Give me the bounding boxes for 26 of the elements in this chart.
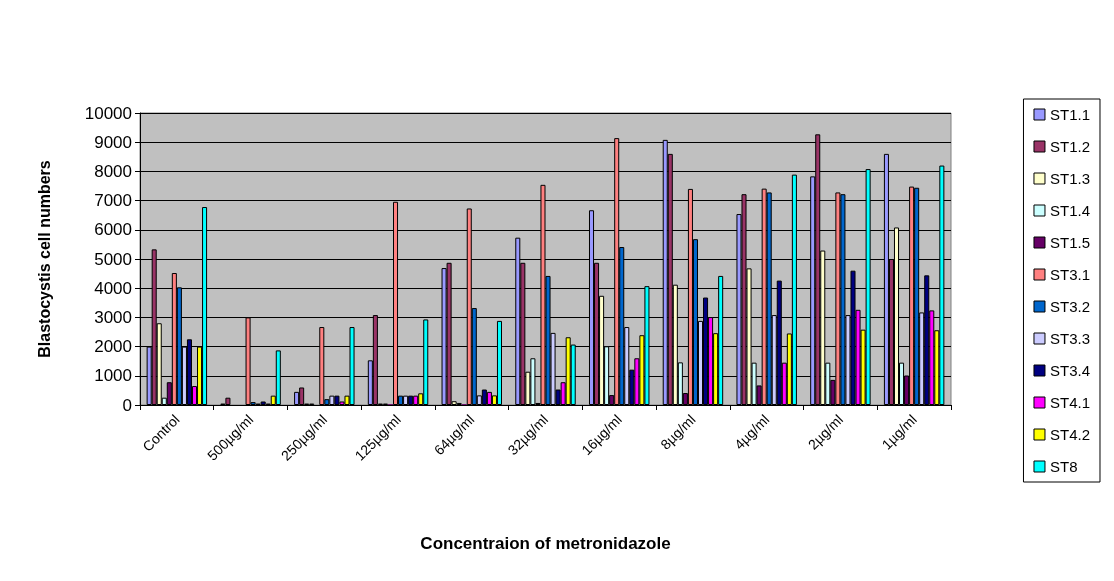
legend-label: ST3.1 xyxy=(1049,266,1091,283)
y-tick-label: 9000 xyxy=(94,132,132,152)
y-tick-label: 1000 xyxy=(94,366,132,386)
legend-label: ST1.4 xyxy=(1049,202,1091,219)
y-tick-label: 3000 xyxy=(94,307,132,327)
y-tick-label: 5000 xyxy=(94,249,132,269)
legend-label: ST4.2 xyxy=(1049,426,1091,443)
legend-label: ST3.2 xyxy=(1049,298,1091,315)
legend-label: ST4.1 xyxy=(1049,394,1091,411)
legend-label: ST1.1 xyxy=(1049,106,1091,123)
y-tick-label: 2000 xyxy=(94,337,132,357)
y-tick-label: 8000 xyxy=(94,161,132,181)
legend-label: ST1.2 xyxy=(1049,138,1091,155)
legend-label: ST3.3 xyxy=(1049,330,1091,347)
y-tick-label: 10000 xyxy=(84,103,132,123)
legend-label: ST1.3 xyxy=(1049,170,1091,187)
legend-label: ST3.4 xyxy=(1049,362,1091,379)
y-tick-label: 0 xyxy=(122,395,132,415)
y-tick-label: 4000 xyxy=(94,278,132,298)
y-axis-title: Blastocystis cell numbers xyxy=(35,160,53,358)
legend-label: ST8 xyxy=(1049,458,1078,475)
bar xyxy=(294,391,300,405)
y-tick-label: 6000 xyxy=(94,220,132,240)
legend-label: ST1.5 xyxy=(1049,234,1091,251)
y-tick-label: 7000 xyxy=(94,191,132,211)
x-axis-title: Concentraion of metronidazole xyxy=(420,534,671,553)
